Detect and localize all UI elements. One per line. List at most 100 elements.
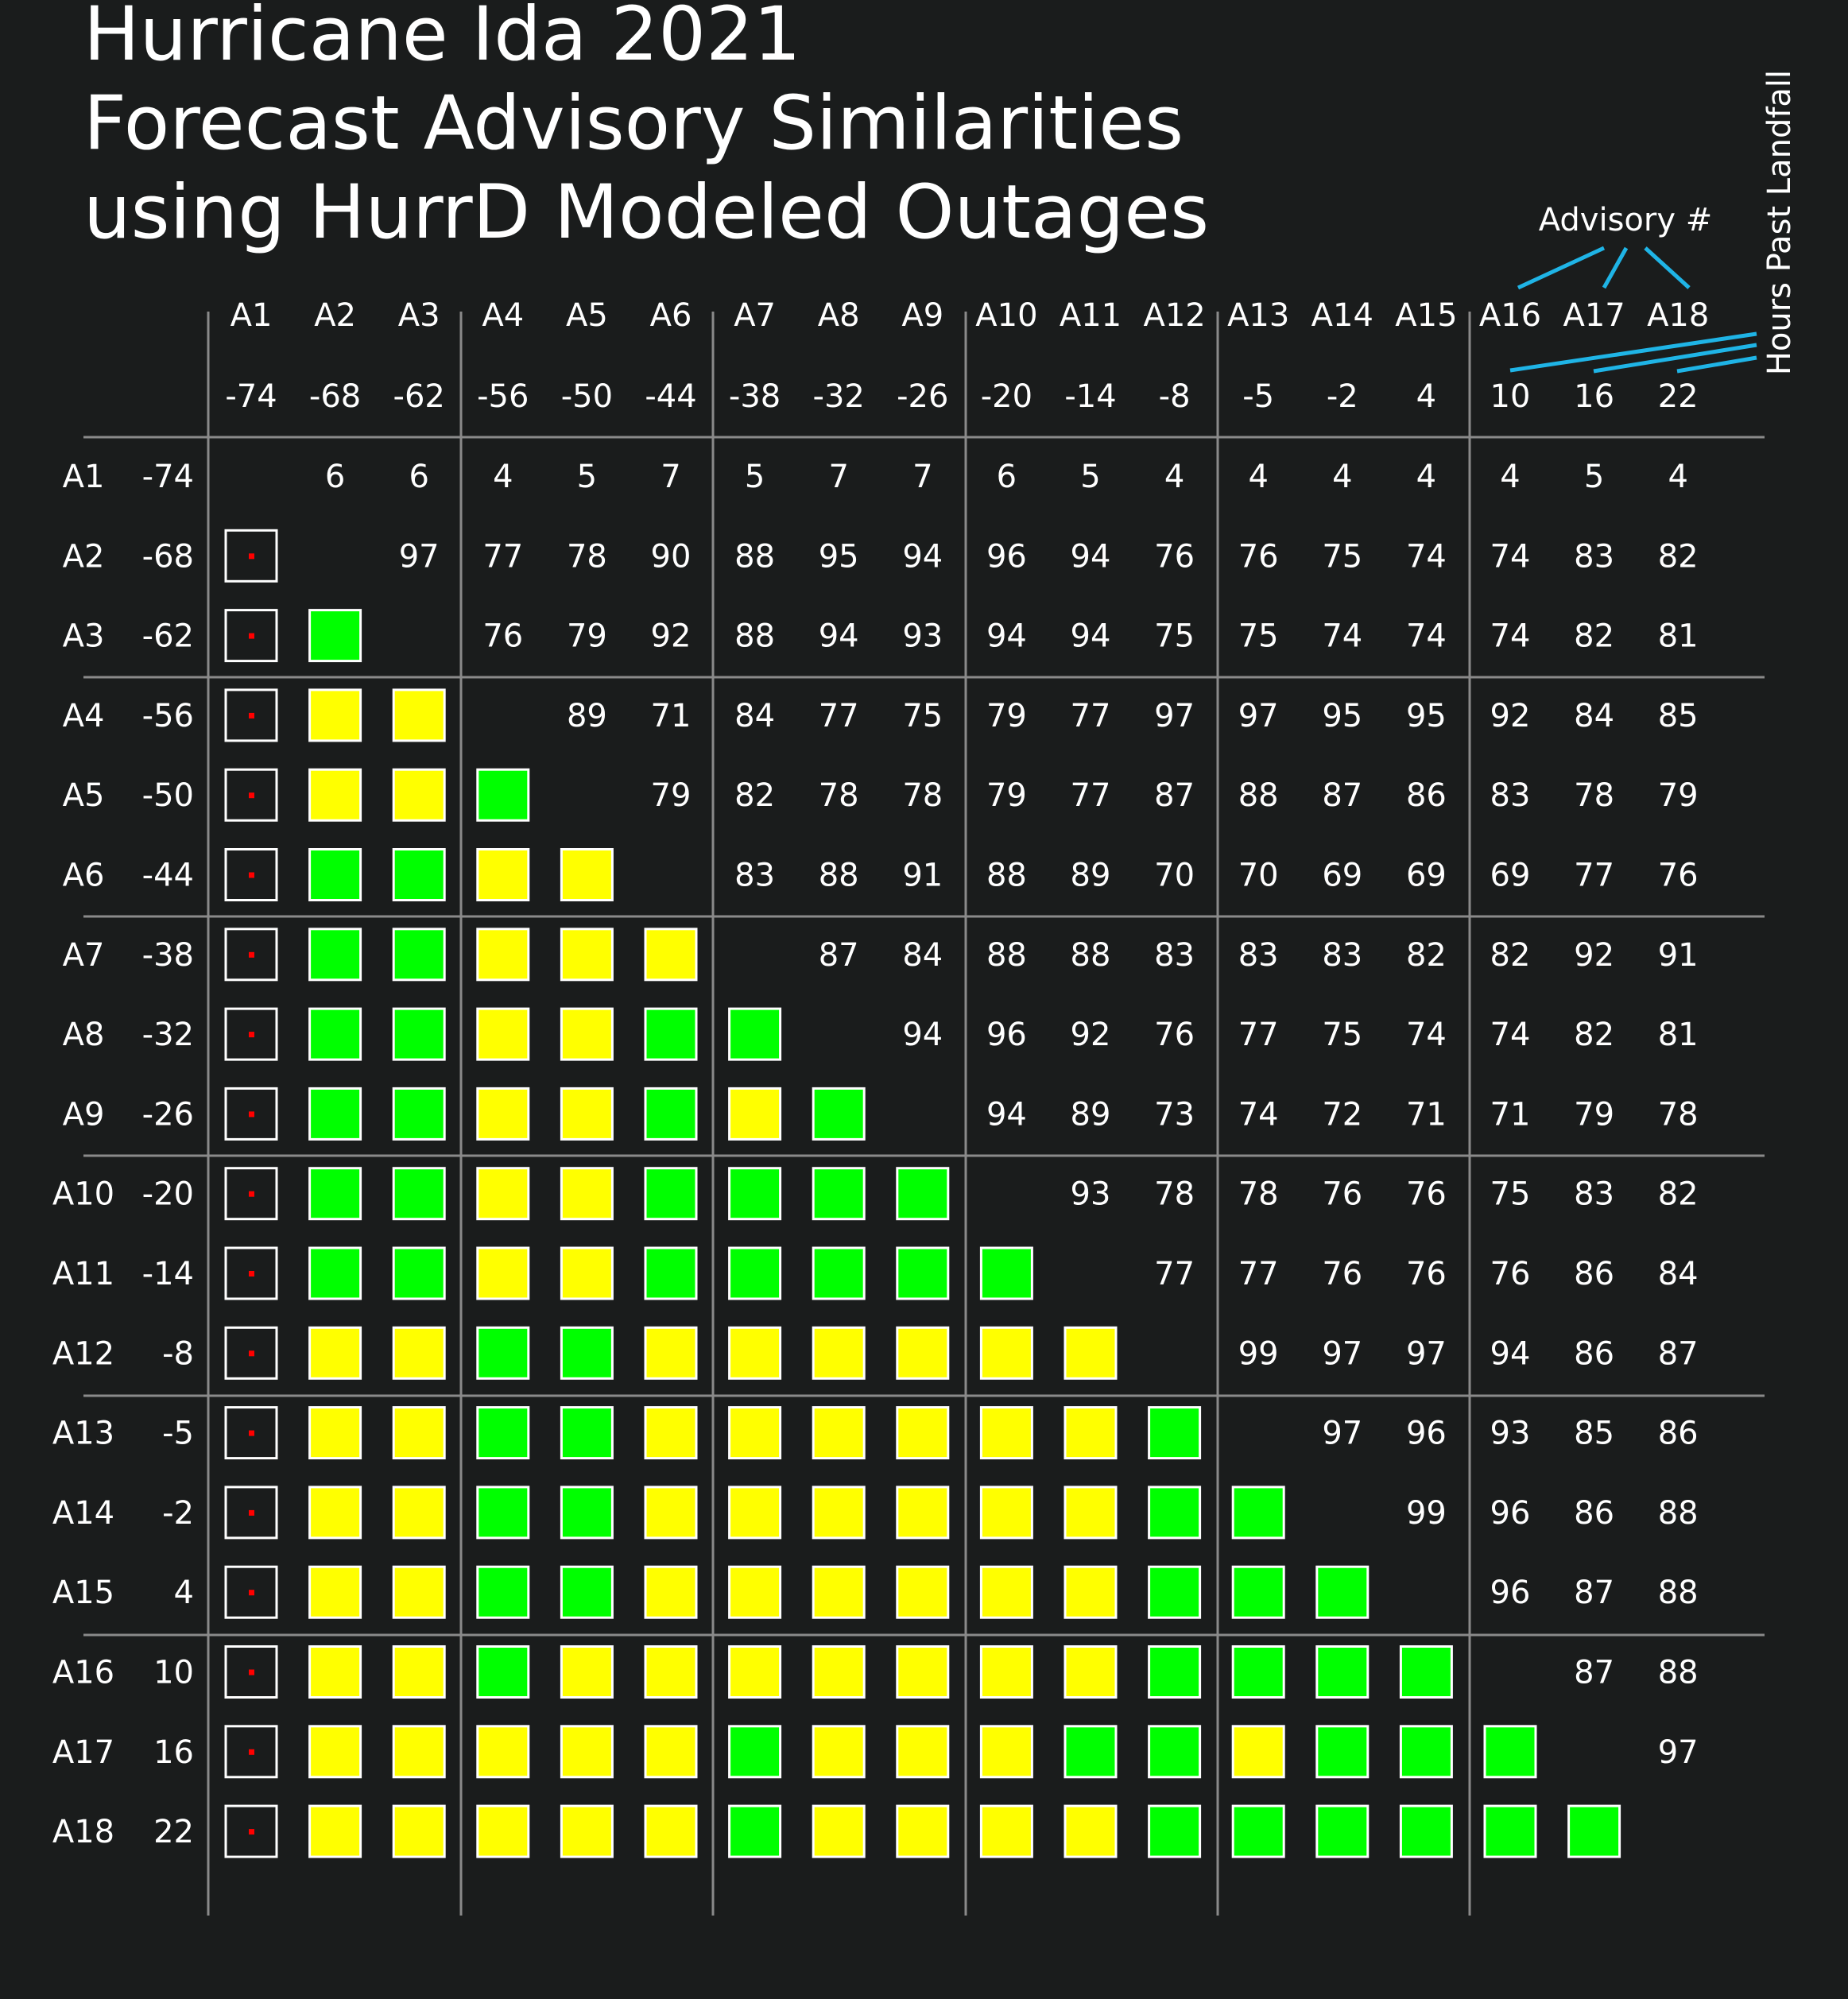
similarity-square [476,1645,530,1699]
similarity-square [1148,1804,1202,1858]
low-similarity-marker [249,1509,254,1516]
similarity-value: 89 [567,698,607,734]
similarity-value: 86 [1658,1416,1699,1452]
row-hours-label: -8 [162,1335,194,1372]
similarity-square [1231,1804,1285,1858]
similarity-value: 70 [1238,858,1279,894]
col-advisory-label: A6 [650,297,692,334]
row-hours-label: -5 [162,1416,194,1452]
similarity-square [308,1486,362,1540]
similarity-value: 81 [1658,618,1699,655]
col-advisory-label: A16 [1479,297,1541,334]
similarity-value: 7 [828,459,848,495]
similarity-square [1315,1804,1370,1858]
similarity-value: 82 [1574,618,1614,655]
low-similarity-marker [249,1669,254,1676]
col-hours-label: -62 [393,378,445,415]
similarity-square [392,928,446,982]
similarity-value: 7 [661,459,680,495]
similarity-square [896,1246,950,1300]
col-advisory-label: A17 [1563,297,1625,334]
similarity-value: 94 [1071,538,1111,575]
similarity-value: 88 [986,858,1027,894]
similarity-square [728,1326,782,1380]
similarity-value: 6 [409,459,428,495]
row-hours-label: -14 [142,1256,194,1292]
similarity-value: 84 [902,937,943,974]
low-similarity-marker [249,553,254,560]
similarity-square [644,1087,698,1141]
similarity-square [644,1565,698,1619]
hours-past-landfall-label: Hours Past Landfall [1761,70,1798,375]
similarity-square [896,1725,950,1779]
similarity-square [560,1167,614,1221]
similarity-square [812,1565,866,1619]
similarity-value: 96 [986,1017,1027,1053]
similarity-square [560,1246,614,1300]
similarity-square [728,1645,782,1699]
similarity-value: 83 [1490,777,1531,814]
similarity-value: 94 [986,1096,1027,1133]
similarity-square [1063,1486,1118,1540]
similarity-value: 92 [1574,937,1614,974]
similarity-value: 6 [325,459,345,495]
hours-pointer-22 [1676,355,1757,374]
similarity-value: 78 [1574,777,1614,814]
similarity-value: 75 [1238,618,1279,655]
similarity-square [896,1486,950,1540]
col-hours-label: -38 [729,378,781,415]
similarity-square [644,1804,698,1858]
similarity-square [392,1645,446,1699]
similarity-square [308,848,362,901]
similarity-value: 82 [1658,538,1699,575]
row-hours-label: -62 [142,618,194,655]
similarity-value: 75 [902,698,943,734]
low-similarity-marker [249,712,254,719]
similarity-value: 84 [734,698,775,734]
similarity-value: 94 [1071,618,1111,655]
similarity-value: 4 [1416,459,1436,495]
col-hours-label: -32 [813,378,865,415]
similarity-value: 81 [1658,1017,1699,1053]
low-similarity-marker [249,633,254,639]
similarity-square [1567,1804,1621,1858]
similarity-square [1148,1565,1202,1619]
similarity-value: 95 [1322,698,1362,734]
similarity-value: 87 [1574,1575,1614,1611]
col-hours-label: -8 [1159,378,1191,415]
similarity-square [392,688,446,742]
similarity-square [644,1246,698,1300]
low-similarity-marker [249,1590,254,1596]
similarity-square [728,1406,782,1460]
similarity-value: 76 [1322,1256,1362,1292]
similarity-value: 74 [1490,538,1531,575]
similarity-value: 75 [1154,618,1195,655]
similarity-square [560,1645,614,1699]
similarity-square [728,1007,782,1061]
similarity-square [476,768,530,822]
similarity-square [1483,1804,1537,1858]
similarity-value: 82 [734,777,775,814]
col-advisory-label: A5 [566,297,608,334]
similarity-value: 78 [902,777,943,814]
similarity-value: 79 [986,698,1027,734]
similarity-value: 92 [1490,698,1531,734]
similarity-value: 69 [1322,858,1362,894]
similarity-value: 86 [1574,1495,1614,1532]
similarity-value: 88 [1658,1495,1699,1532]
similarity-value: 92 [1071,1017,1111,1053]
similarity-value: 4 [1164,459,1184,495]
low-similarity-marker [249,1350,254,1357]
similarity-value: 72 [1322,1096,1362,1133]
similarity-square [979,1565,1033,1619]
similarity-value: 74 [1406,618,1447,655]
row-advisory-label: A18 [52,1814,114,1850]
similarity-square [1231,1565,1285,1619]
chart-title: Hurricane Ida 2021 Forecast Advisory Sim… [83,0,1209,256]
similarity-square [812,1725,866,1779]
col-hours-label: -44 [645,378,696,415]
similarity-value: 76 [1238,538,1279,575]
similarity-value: 96 [1490,1495,1531,1532]
similarity-square [1063,1406,1118,1460]
similarity-value: 5 [1584,459,1604,495]
